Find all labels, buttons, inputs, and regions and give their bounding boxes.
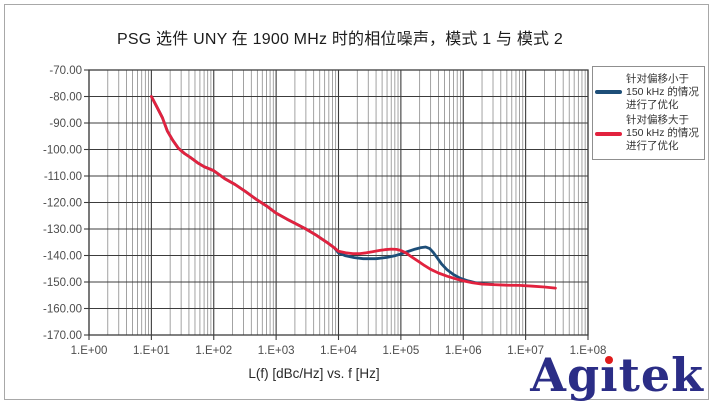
y-tick-label: -160.00: [43, 304, 82, 316]
y-tick-label: -130.00: [43, 224, 82, 236]
legend-swatch-blue: [595, 90, 622, 95]
legend-label-line: 进行了优化: [626, 98, 679, 111]
series-line-mode2: [149, 95, 557, 290]
legend-swatch-red: [595, 131, 622, 136]
y-tick-label: -100.00: [43, 145, 82, 157]
x-tick-label: 1.E+07: [507, 345, 544, 357]
x-tick-label: 1.E+00: [71, 345, 108, 357]
logo-text-part: tek: [618, 348, 704, 402]
logo-letter-i: ı: [600, 348, 619, 402]
y-tick-label: -110.00: [44, 171, 82, 183]
agitek-logo: Agı tek: [530, 352, 704, 398]
legend-label-mode1: 针对偏移小于 150 kHz 的情况 进行了优化: [626, 73, 699, 112]
y-tick-label: -70.00: [49, 65, 82, 77]
x-tick-label: 1.E+04: [320, 345, 357, 357]
y-tick-label: -150.00: [43, 277, 82, 289]
x-axis-title: L(f) [dBc/Hz] vs. f [Hz]: [248, 366, 380, 381]
logo-text-part: Ag: [530, 348, 601, 402]
x-tick-label: 1.E+03: [258, 345, 295, 357]
y-tick-label: -90.00: [49, 118, 82, 130]
x-tick-label: 1.E+06: [445, 345, 482, 357]
y-tick-label: -140.00: [43, 251, 82, 263]
y-tick-label: -170.00: [43, 330, 82, 342]
legend-label-line: 进行了优化: [626, 140, 679, 153]
y-tick-label: -120.00: [43, 198, 82, 210]
series-line-mode1: [149, 95, 495, 286]
legend-item-mode2: 针对偏移大于 150 kHz 的情况 进行了优化: [593, 114, 704, 153]
legend-label-line: 针对偏移小于: [626, 72, 689, 85]
legend: 针对偏移小于 150 kHz 的情况 进行了优化 针对偏移大于 150 kHz …: [592, 66, 705, 160]
y-tick-label: -80.00: [49, 92, 82, 104]
figure-border: [4, 4, 709, 400]
legend-label-line: 150 kHz 的情况: [626, 127, 699, 140]
x-tick-label: 1.E+01: [133, 345, 170, 357]
legend-label-line: 150 kHz 的情况: [626, 85, 699, 98]
chart-title: PSG 选件 UNY 在 1900 MHz 时的相位噪声，模式 1 与 模式 2: [116, 31, 563, 48]
legend-label-line: 针对偏移大于: [626, 114, 689, 127]
logo-i-dot: [605, 356, 614, 364]
x-tick-label: 1.E+08: [570, 345, 607, 357]
x-tick-label: 1.E+05: [382, 345, 419, 357]
legend-item-mode1: 针对偏移小于 150 kHz 的情况 进行了优化: [593, 73, 704, 112]
x-tick-label: 1.E+02: [195, 345, 232, 357]
legend-label-mode2: 针对偏移大于 150 kHz 的情况 进行了优化: [626, 114, 699, 153]
